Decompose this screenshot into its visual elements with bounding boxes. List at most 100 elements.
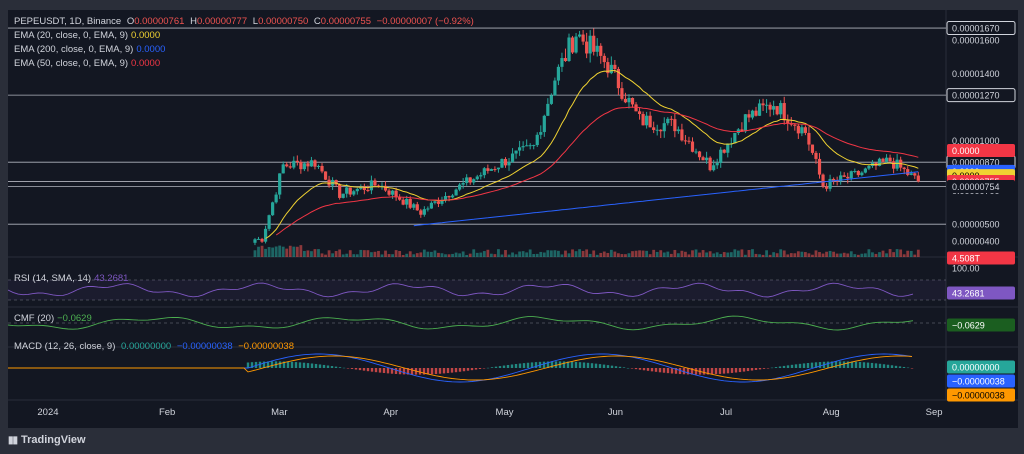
candle-body[interactable] — [352, 191, 356, 195]
candle-body[interactable] — [740, 129, 744, 132]
candle-body[interactable] — [359, 186, 363, 189]
ema200-legend[interactable]: EMA (200, close, 0, EMA, 9) 0.0000 — [14, 44, 166, 55]
candle-body[interactable] — [539, 132, 543, 135]
candle-body[interactable] — [832, 178, 836, 181]
candle-body[interactable] — [285, 164, 289, 167]
candle-body[interactable] — [835, 180, 839, 182]
candle-body[interactable] — [373, 180, 377, 186]
candle-body[interactable] — [613, 64, 617, 70]
ema50-line[interactable] — [275, 106, 919, 236]
candle-body[interactable] — [592, 35, 596, 52]
candle-body[interactable] — [690, 141, 695, 152]
macd-line-badge[interactable]: −0.00000038 — [947, 374, 1015, 388]
candle-body[interactable] — [687, 140, 691, 142]
candle-body[interactable] — [772, 106, 776, 110]
cmf-legend[interactable]: CMF (20) −0.0629 — [14, 313, 92, 324]
macd-signal-badge[interactable]: −0.00000038 — [947, 388, 1015, 402]
ema20-line[interactable] — [265, 69, 919, 239]
candle-body[interactable] — [817, 158, 822, 175]
candle-body[interactable] — [916, 175, 920, 182]
candle-body[interactable] — [390, 190, 395, 195]
candle-body[interactable] — [500, 158, 504, 168]
candle-body[interactable] — [705, 157, 709, 161]
candle-body[interactable] — [461, 182, 465, 185]
candle-body[interactable] — [405, 198, 409, 205]
candle-body[interactable] — [786, 120, 790, 124]
candle-body[interactable] — [585, 41, 589, 54]
candle-body[interactable] — [733, 133, 737, 144]
price-axis-label[interactable]: 0.00001600 — [952, 35, 1000, 45]
candle-body[interactable] — [362, 186, 366, 191]
candle-body[interactable] — [302, 163, 306, 170]
macd-hist-badge[interactable]: 0.00000000 — [947, 360, 1015, 374]
candle-body[interactable] — [637, 111, 642, 115]
candle-body[interactable] — [800, 127, 804, 134]
candle-body[interactable] — [814, 152, 818, 159]
candle-body[interactable] — [450, 195, 455, 198]
candle-body[interactable] — [496, 167, 501, 170]
candle-body[interactable] — [842, 175, 846, 177]
candle-body[interactable] — [475, 176, 479, 180]
candle-body[interactable] — [320, 165, 324, 172]
candle-body[interactable] — [560, 58, 564, 67]
cmf-line[interactable] — [8, 315, 914, 331]
candle-body[interactable] — [338, 184, 342, 198]
candle-body[interactable] — [803, 127, 807, 133]
candle-body[interactable] — [563, 58, 568, 62]
candle-body[interactable] — [493, 169, 497, 171]
candle-body[interactable] — [623, 98, 628, 103]
candle-body[interactable] — [581, 34, 585, 42]
candle-body[interactable] — [253, 239, 257, 243]
candle-body[interactable] — [757, 103, 762, 116]
candle-body[interactable] — [892, 161, 896, 169]
candle-body[interactable] — [348, 187, 352, 195]
candle-body[interactable] — [902, 167, 906, 170]
candle-body[interactable] — [761, 103, 765, 106]
candle-body[interactable] — [394, 190, 398, 198]
candle-body[interactable] — [719, 149, 723, 163]
candle-body[interactable] — [472, 179, 476, 183]
candle-body[interactable] — [764, 104, 769, 106]
candle-body[interactable] — [877, 158, 882, 166]
price-axis-label[interactable]: 0.00000400 — [952, 236, 1000, 246]
candle-body[interactable] — [553, 80, 557, 96]
candle-body[interactable] — [570, 37, 575, 53]
candle-body[interactable] — [627, 97, 631, 103]
candle-body[interactable] — [271, 202, 275, 216]
candle-body[interactable] — [465, 177, 469, 183]
tradingview-logo[interactable]: ▮▮ TradingView — [8, 434, 86, 446]
candle-body[interactable] — [743, 114, 748, 132]
candle-body[interactable] — [518, 147, 522, 151]
candle-body[interactable] — [468, 177, 472, 183]
candle-body[interactable] — [630, 97, 635, 105]
price-axis-label[interactable]: 0.00001400 — [952, 69, 1000, 79]
candle-body[interactable] — [419, 210, 423, 215]
volume-badge[interactable]: 4.508T — [947, 251, 1015, 265]
candle-body[interactable] — [588, 35, 592, 54]
candle-body[interactable] — [334, 180, 338, 185]
candle-body[interactable] — [881, 158, 885, 162]
candle-body[interactable] — [458, 184, 462, 190]
candle-body[interactable] — [443, 196, 448, 201]
price-axis-label[interactable]: 0.00000500 — [952, 220, 1000, 230]
macd-signal-line[interactable] — [8, 355, 913, 381]
candle-body[interactable] — [906, 169, 910, 175]
candle-body[interactable] — [616, 69, 620, 89]
candle-body[interactable] — [863, 168, 867, 173]
candle-body[interactable] — [387, 190, 391, 195]
rsi-axis-top-label[interactable]: 100.00 — [952, 264, 980, 274]
ema20-legend[interactable]: EMA (20, close, 0, EMA, 9) 0.0000 — [14, 30, 161, 41]
candle-body[interactable] — [796, 125, 800, 134]
candle-body[interactable] — [683, 140, 688, 142]
candle-body[interactable] — [860, 172, 864, 176]
candle-body[interactable] — [810, 144, 815, 153]
candle-body[interactable] — [888, 157, 892, 162]
candle-body[interactable] — [694, 151, 698, 153]
price-axis-label[interactable]: 0.00001270 — [946, 88, 1016, 103]
candle-body[interactable] — [355, 188, 359, 192]
candle-body[interactable] — [454, 189, 458, 196]
candle-body[interactable] — [641, 114, 645, 126]
candle-body[interactable] — [648, 115, 652, 128]
candle-body[interactable] — [306, 163, 310, 167]
